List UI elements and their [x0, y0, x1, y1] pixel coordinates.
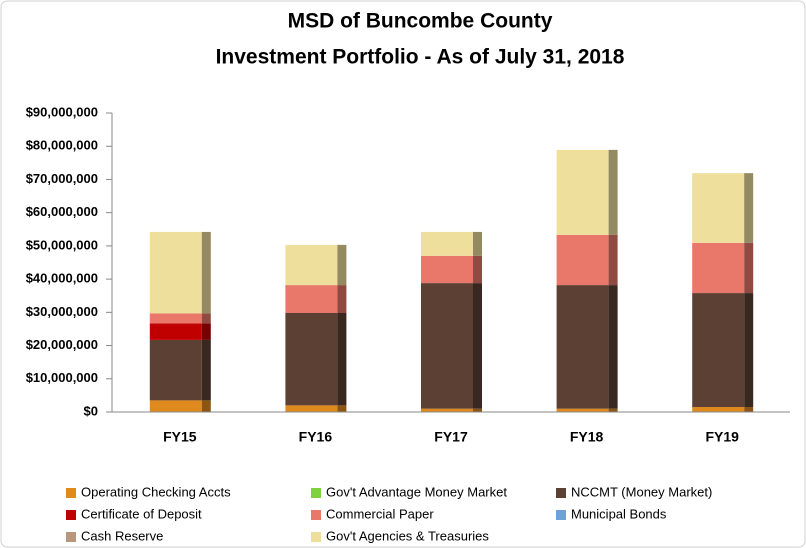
- y-tick-label: $20,000,000: [26, 337, 98, 352]
- bar-segment: [556, 285, 618, 409]
- bar-segment: [692, 242, 754, 294]
- bar-segment: [556, 149, 618, 235]
- bar-front: [556, 285, 609, 409]
- chart-title: MSD of Buncombe County: [288, 10, 553, 33]
- bar-front: [556, 149, 609, 235]
- bar-side: [608, 149, 618, 235]
- legend-swatch: [311, 488, 321, 498]
- legend-swatch: [66, 510, 76, 520]
- legend-label: Gov't Advantage Money Market: [326, 484, 507, 499]
- bar-segment: [421, 255, 482, 284]
- bar-side: [473, 255, 482, 284]
- y-tick-label: $90,000,000: [26, 104, 98, 119]
- bar-front: [421, 255, 473, 284]
- y-tick-label: $60,000,000: [26, 204, 98, 219]
- bar-side: [744, 242, 754, 294]
- legend-swatch: [311, 510, 321, 520]
- y-tick-label: $80,000,000: [26, 138, 98, 153]
- legend-swatch: [311, 532, 321, 542]
- bar-side: [744, 173, 754, 243]
- legend-label: Municipal Bonds: [571, 506, 667, 521]
- bar-side: [473, 283, 482, 409]
- bar-side: [201, 400, 211, 412]
- y-tick-label: $50,000,000: [26, 237, 98, 252]
- bar-front: [149, 231, 202, 314]
- bar-front: [285, 285, 338, 313]
- bar-front: [692, 173, 745, 243]
- legend-swatch: [556, 510, 566, 520]
- legend-label: Cash Reserve: [81, 528, 163, 543]
- bar-side: [608, 285, 618, 409]
- bar-side: [608, 234, 618, 286]
- x-tick-label: FY18: [570, 429, 604, 445]
- legend-swatch: [66, 532, 76, 542]
- x-tick-label: FY19: [705, 429, 739, 445]
- bar-segment: [149, 400, 211, 412]
- bar-segment: [149, 339, 211, 401]
- bar-segment: [421, 283, 482, 409]
- legend-label: Commercial Paper: [326, 506, 434, 521]
- bar-segment: [285, 405, 347, 412]
- bar-front: [285, 312, 338, 406]
- x-tick-label: FY15: [163, 429, 197, 445]
- legend-label: Gov't Agencies & Treasuries: [326, 528, 489, 543]
- bar-front: [556, 408, 609, 412]
- bar-side: [337, 405, 347, 412]
- x-tick-label: FY17: [434, 429, 468, 445]
- bar-front: [692, 407, 745, 412]
- y-tick-label: $0: [84, 403, 98, 418]
- bar-side: [608, 408, 618, 412]
- legend-swatch: [556, 488, 566, 498]
- bar-side: [744, 407, 754, 412]
- bar-side: [337, 244, 347, 286]
- bar-segment: [692, 407, 754, 412]
- bar-segment: [149, 231, 211, 314]
- y-tick-label: $10,000,000: [26, 370, 98, 385]
- bar-segment: [149, 313, 211, 324]
- legend-label: Operating Checking Accts: [81, 484, 231, 499]
- bar-side: [337, 285, 347, 313]
- x-tick-label: FY16: [299, 429, 333, 445]
- bar-segment: [421, 231, 482, 256]
- bar-front: [149, 313, 202, 324]
- legend-label: NCCMT (Money Market): [571, 484, 712, 499]
- bar-side: [337, 312, 347, 406]
- bar-front: [692, 293, 745, 408]
- chart-subtitle: Investment Portfolio - As of July 31, 20…: [216, 46, 625, 69]
- bar-front: [421, 408, 473, 412]
- bar-front: [285, 244, 338, 286]
- bar-segment: [149, 323, 211, 340]
- bar-side: [473, 408, 482, 412]
- y-tick-label: $40,000,000: [26, 271, 98, 286]
- bar-segment: [285, 285, 347, 313]
- bar-segment: [692, 293, 754, 408]
- y-tick-label: $70,000,000: [26, 171, 98, 186]
- bar-side: [201, 339, 211, 401]
- bar-side: [201, 323, 211, 340]
- bar-front: [556, 234, 609, 286]
- bar-side: [201, 313, 211, 324]
- bar-front: [149, 339, 202, 401]
- bar-segment: [285, 312, 347, 406]
- bar-side: [473, 231, 482, 256]
- legend-swatch: [66, 488, 76, 498]
- bar-segment: [556, 408, 618, 412]
- bar-segment: [285, 244, 347, 286]
- bar-front: [692, 242, 745, 294]
- bar-front: [149, 400, 202, 412]
- bar-front: [421, 231, 473, 256]
- legend-label: Certificate of Deposit: [81, 506, 202, 521]
- y-tick-label: $30,000,000: [26, 304, 98, 319]
- bar-front: [149, 323, 202, 340]
- bar-front: [285, 405, 338, 412]
- bar-segment: [556, 234, 618, 286]
- bar-segment: [421, 408, 482, 412]
- bar-side: [201, 231, 211, 314]
- bar-front: [421, 283, 473, 409]
- bar-segment: [692, 173, 754, 243]
- bar-side: [744, 293, 754, 408]
